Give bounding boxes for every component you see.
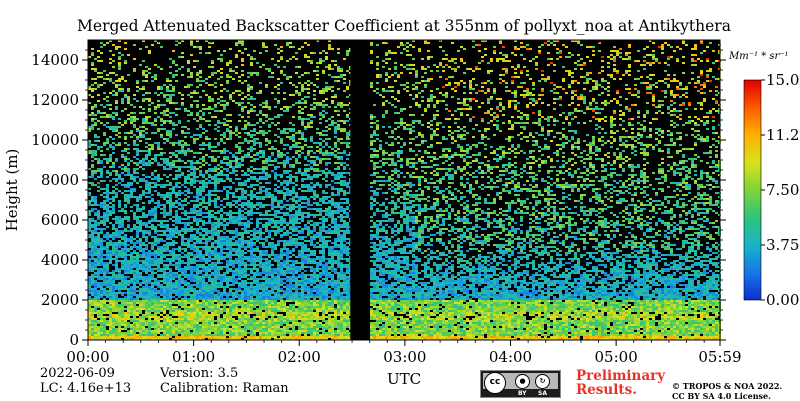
x-tick-label: 00:00 xyxy=(66,348,109,366)
y-tick-label: 2000 xyxy=(41,291,79,309)
data-gap xyxy=(350,40,369,340)
colorbar-unit: Mm⁻¹ * sr⁻¹ xyxy=(728,51,789,62)
x-tick-label: 01:00 xyxy=(172,348,215,366)
colorbar-tick-label: 11.25 xyxy=(766,126,800,144)
measurement-date: 2022-06-09 xyxy=(40,366,115,381)
x-tick-label: 04:00 xyxy=(489,348,532,366)
colorbar-tick-label: 3.75 xyxy=(766,236,799,254)
x-tick-label: 02:00 xyxy=(278,348,321,366)
chart-title: Merged Attenuated Backscatter Coefficien… xyxy=(0,17,800,35)
y-tick-label: 14000 xyxy=(31,51,79,69)
x-tick-label: 05:00 xyxy=(595,348,638,366)
preliminary-notice: Preliminary Results. xyxy=(576,369,665,397)
y-tick-label: 4000 xyxy=(41,251,79,269)
sa-share-icon: ↻ xyxy=(535,374,550,389)
colorbar: 0.00 3.75 7.50 11.25 15.00 Mm⁻¹ * sr⁻¹ xyxy=(728,51,800,309)
y-tick-label: 0 xyxy=(69,331,79,349)
calibration-info: Calibration: Raman xyxy=(160,381,289,396)
copyright-notice: © TROPOS & NOA 2022. CC BY SA 4.0 Licens… xyxy=(672,381,782,401)
preliminary-line-2: Results. xyxy=(576,383,665,397)
by-person-icon: ● xyxy=(515,374,530,389)
colorbar-gradient xyxy=(744,80,761,300)
colorbar-tick-label: 7.50 xyxy=(766,181,799,199)
sa-label: SA xyxy=(538,390,547,397)
copyright-line-1: © TROPOS & NOA 2022. xyxy=(672,381,782,391)
lidar-constant: LC: 4.16e+13 xyxy=(40,381,131,396)
y-tick-label: 8000 xyxy=(41,171,79,189)
cc-icon: cc xyxy=(484,372,506,394)
cc-license-badge: cc ● ↻ BY SA xyxy=(480,370,561,398)
colorbar-tick-label: 15.00 xyxy=(766,71,800,89)
preliminary-line-1: Preliminary xyxy=(576,369,665,383)
colorbar-ticks: 0.00 3.75 7.50 11.25 15.00 xyxy=(761,71,800,309)
x-axis-label: UTC xyxy=(387,370,421,388)
by-label: BY xyxy=(518,390,527,397)
x-tick-label: 03:00 xyxy=(383,348,426,366)
plot-area xyxy=(88,40,721,340)
y-tick-label: 10000 xyxy=(31,131,79,149)
version-info: Version: 3.5 xyxy=(160,366,238,381)
y-tick-label: 12000 xyxy=(31,91,79,109)
y-tick-label: 6000 xyxy=(41,211,79,229)
x-tick-label: 05:59 xyxy=(698,348,741,366)
colorbar-tick-label: 0.00 xyxy=(766,291,799,309)
y-axis-label: Height (m) xyxy=(3,149,21,232)
